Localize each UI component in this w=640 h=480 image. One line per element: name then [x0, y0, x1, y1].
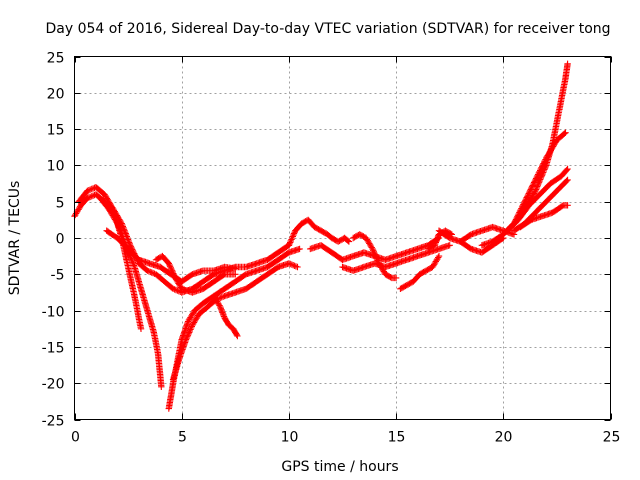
data-series	[71, 60, 571, 412]
data-points	[397, 252, 443, 292]
plot-frame	[74, 56, 611, 420]
y-tick-label: -5	[51, 268, 65, 284]
series-arc-9	[178, 263, 239, 285]
chart-title: Day 054 of 2016, Sidereal Day-to-day VTE…	[45, 21, 610, 37]
x-axis-label: GPS time / hours	[281, 459, 398, 475]
axes: 0 5 10 15 20 25 -25 -20 -15 -10 -5 0 5 10 15 20 25	[42, 51, 621, 446]
x-tick-label: 0	[71, 430, 80, 446]
y-tick-label: 0	[56, 232, 65, 248]
data-points	[152, 252, 239, 296]
y-tick-label: 20	[47, 87, 65, 103]
series-arc-11	[307, 234, 443, 263]
x-tick-label: 5	[178, 430, 187, 446]
series-arc-20	[504, 165, 571, 234]
series-arc-7	[169, 260, 301, 383]
data-points	[517, 202, 571, 231]
data-points	[350, 231, 400, 282]
y-tick-label: -20	[42, 377, 65, 393]
y-tick-label: 5	[56, 196, 65, 212]
y-tick-label: -15	[42, 341, 65, 357]
data-points	[169, 260, 301, 383]
series-arc-5	[152, 252, 239, 296]
y-tick-label: 15	[47, 123, 65, 139]
y-tick-label: 25	[47, 51, 65, 67]
data-points	[210, 292, 241, 340]
series-arc-8	[210, 292, 241, 340]
data-points	[97, 194, 165, 390]
y-tick-label: 10	[47, 159, 65, 175]
series-arc-3	[97, 194, 165, 390]
series-arc-22	[517, 202, 571, 231]
data-points	[285, 216, 353, 249]
x-tick-label: 15	[388, 430, 406, 446]
data-points	[307, 234, 443, 263]
y-tick-label: -25	[42, 414, 65, 430]
y-tick-label: -10	[42, 305, 65, 321]
x-tick-label: 10	[281, 430, 299, 446]
series-arc-13	[350, 231, 400, 282]
y-axis-label: SDTVAR / TECUs	[7, 181, 23, 296]
data-points	[178, 263, 239, 285]
series-arc-10	[285, 216, 353, 249]
data-points	[478, 129, 569, 249]
series-arc-18	[478, 129, 569, 249]
x-tick-label: 20	[495, 430, 513, 446]
data-points	[504, 165, 571, 234]
x-tick-label: 25	[603, 430, 621, 446]
series-arc-17	[457, 234, 507, 256]
series-arc-14	[397, 252, 443, 292]
data-points	[457, 234, 507, 256]
